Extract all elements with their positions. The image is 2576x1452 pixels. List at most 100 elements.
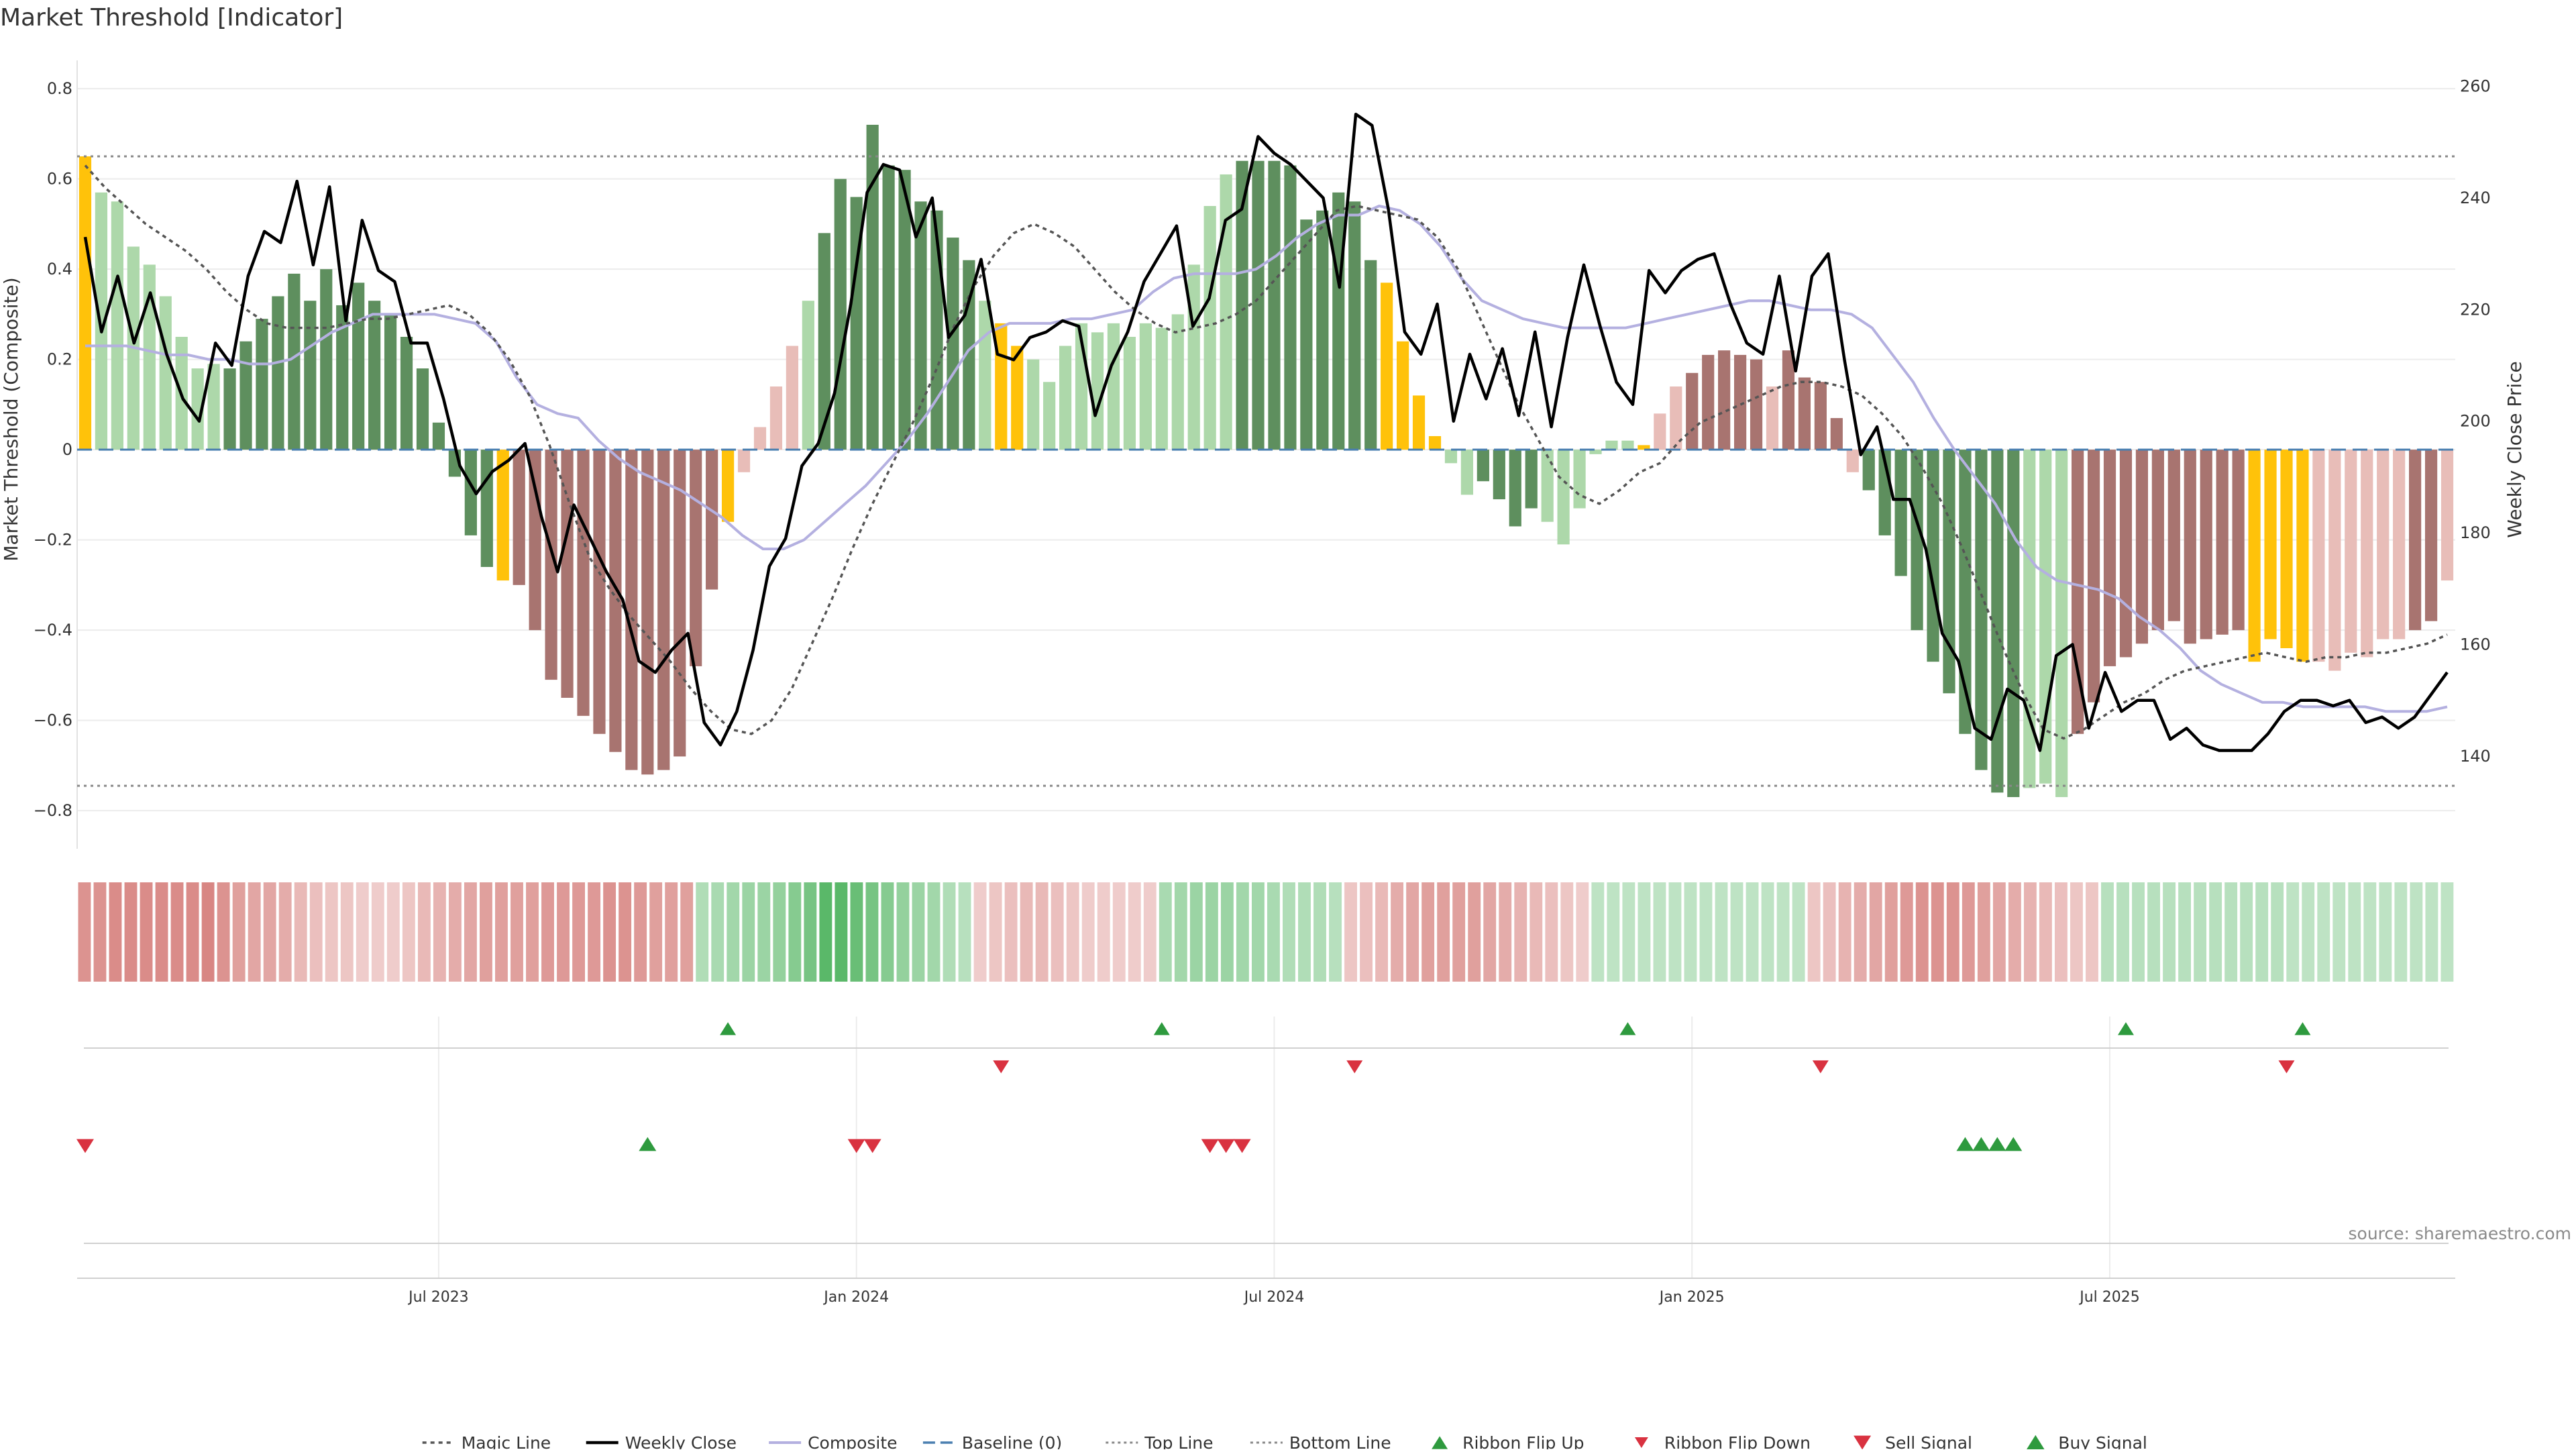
ribbon-cell: [1715, 882, 1728, 982]
ribbon-cell: [371, 882, 384, 982]
sell-signal-marker: [76, 1139, 94, 1153]
x-tick-label: Jul 2024: [1243, 1289, 1305, 1306]
composite-bar: [1412, 395, 1426, 450]
y-tick-label: 0: [62, 440, 72, 459]
composite-bar: [95, 192, 108, 450]
ribbon-flip-up-marker: [2117, 1022, 2134, 1035]
ribbon-cell: [2271, 882, 2284, 982]
ribbon-cell: [2440, 882, 2454, 982]
ribbon-cell: [2163, 882, 2176, 982]
composite-bar: [866, 124, 879, 450]
ribbon-cell: [1236, 882, 1249, 982]
ribbon-cell: [263, 882, 276, 982]
y2-axis-label: Weekly Close Price: [2504, 361, 2526, 537]
ribbon-flip-up-marker: [720, 1022, 737, 1035]
composite-bar: [191, 368, 204, 450]
buy-signal-marker: [2004, 1137, 2023, 1151]
composite-bar: [256, 319, 268, 450]
ribbon-cell: [2178, 882, 2192, 982]
composite-bar: [1268, 160, 1281, 450]
ribbon-cell: [1097, 882, 1110, 982]
composite-bar: [641, 450, 654, 775]
ribbon-cell: [1638, 882, 1651, 982]
composite-bar: [2055, 450, 2068, 797]
ribbon-cell: [1344, 882, 1357, 982]
signal-panels: [76, 1017, 2455, 1279]
composite-bar: [1155, 327, 1168, 450]
ribbon-cell: [217, 882, 230, 982]
series-lines: [77, 112, 2455, 787]
ribbon-cell: [201, 882, 215, 982]
ribbon-cell: [93, 882, 107, 982]
legend-label: Composite: [808, 1433, 897, 1449]
magic-line: [84, 164, 2448, 740]
ribbon-cell: [1313, 882, 1326, 982]
y-tick-label: −0.8: [34, 801, 72, 820]
ribbon-cell: [2410, 882, 2423, 982]
ribbon-cell: [989, 882, 1002, 982]
ribbon-cell: [850, 882, 863, 982]
ribbon-cell: [835, 882, 848, 982]
ribbon-cell: [526, 882, 539, 982]
composite-bar: [1300, 219, 1313, 450]
composite-bar: [416, 368, 429, 450]
composite-bar: [1975, 450, 1988, 770]
composite-bar: [690, 450, 702, 666]
ribbon-cell: [2086, 882, 2098, 982]
composite-bar: [1509, 450, 1521, 527]
legend-label: Weekly Close: [625, 1433, 737, 1449]
ribbon-cell: [1483, 882, 1497, 982]
ribbon-cell: [1576, 882, 1589, 982]
ribbon-cell: [557, 882, 570, 982]
ribbon-cell: [665, 882, 678, 982]
composite-bar: [2328, 450, 2341, 671]
composite-bar: [2440, 450, 2454, 581]
composite-bar: [2232, 450, 2245, 631]
composite-bar: [753, 427, 767, 450]
ribbon-cell: [2147, 882, 2160, 982]
y-tick-label: 0.4: [47, 260, 72, 278]
ribbon-cell: [2332, 882, 2346, 982]
ribbon-flip-down-marker: [993, 1060, 1010, 1074]
composite-bar: [2280, 450, 2293, 649]
composite-bar: [1011, 346, 1024, 450]
sell-signal-marker: [1233, 1139, 1251, 1153]
composite-bar: [1654, 413, 1666, 450]
chart-title: Market Threshold [Indicator]: [0, 4, 343, 32]
composite-bar: [577, 450, 590, 716]
ribbon-cell: [727, 882, 740, 982]
ribbon-cell: [1854, 882, 1867, 982]
ribbon-cell: [2023, 882, 2037, 982]
buy-signal-marker: [639, 1137, 657, 1151]
ribbon-flip-up-marker: [1619, 1022, 1636, 1035]
composite-bar: [2345, 450, 2357, 653]
ribbon-cell: [248, 882, 261, 982]
ribbon-cell: [2116, 882, 2129, 982]
ribbon-cell: [1653, 882, 1666, 982]
ribbon-cell: [186, 882, 199, 982]
ribbon-cell: [1205, 882, 1218, 982]
composite-bar: [1766, 386, 1779, 450]
ribbon-cell: [1946, 882, 1960, 982]
ribbon-cell: [912, 882, 925, 982]
composite-bar: [737, 450, 751, 472]
ribbon-cell: [865, 882, 879, 982]
ribbon-flip-up-marker: [2294, 1022, 2311, 1035]
ribbon-cell: [356, 882, 369, 982]
ribbon-cell: [1884, 882, 1898, 982]
ribbon-cell: [1004, 882, 1018, 982]
composite-bar: [207, 364, 220, 450]
composite-bar: [1123, 337, 1136, 450]
ribbon-cell: [480, 882, 492, 982]
composite-bar: [1621, 440, 1634, 450]
ribbon-cell: [896, 882, 910, 982]
legend-label: Ribbon Flip Up: [1462, 1433, 1584, 1449]
composite-bar: [1252, 160, 1265, 450]
composite-bar: [1943, 450, 1955, 694]
composite-bar: [1493, 450, 1505, 500]
buy-signal-marker: [1988, 1137, 2006, 1151]
ribbon-cell: [2224, 882, 2238, 982]
date-axis: Jul 2023 Jan 2024 Jul 2024 Jan 2025 Jul 2025: [407, 1289, 2140, 1306]
ribbon-cell: [417, 882, 431, 982]
x-tick-label: Jul 2023: [407, 1289, 469, 1306]
